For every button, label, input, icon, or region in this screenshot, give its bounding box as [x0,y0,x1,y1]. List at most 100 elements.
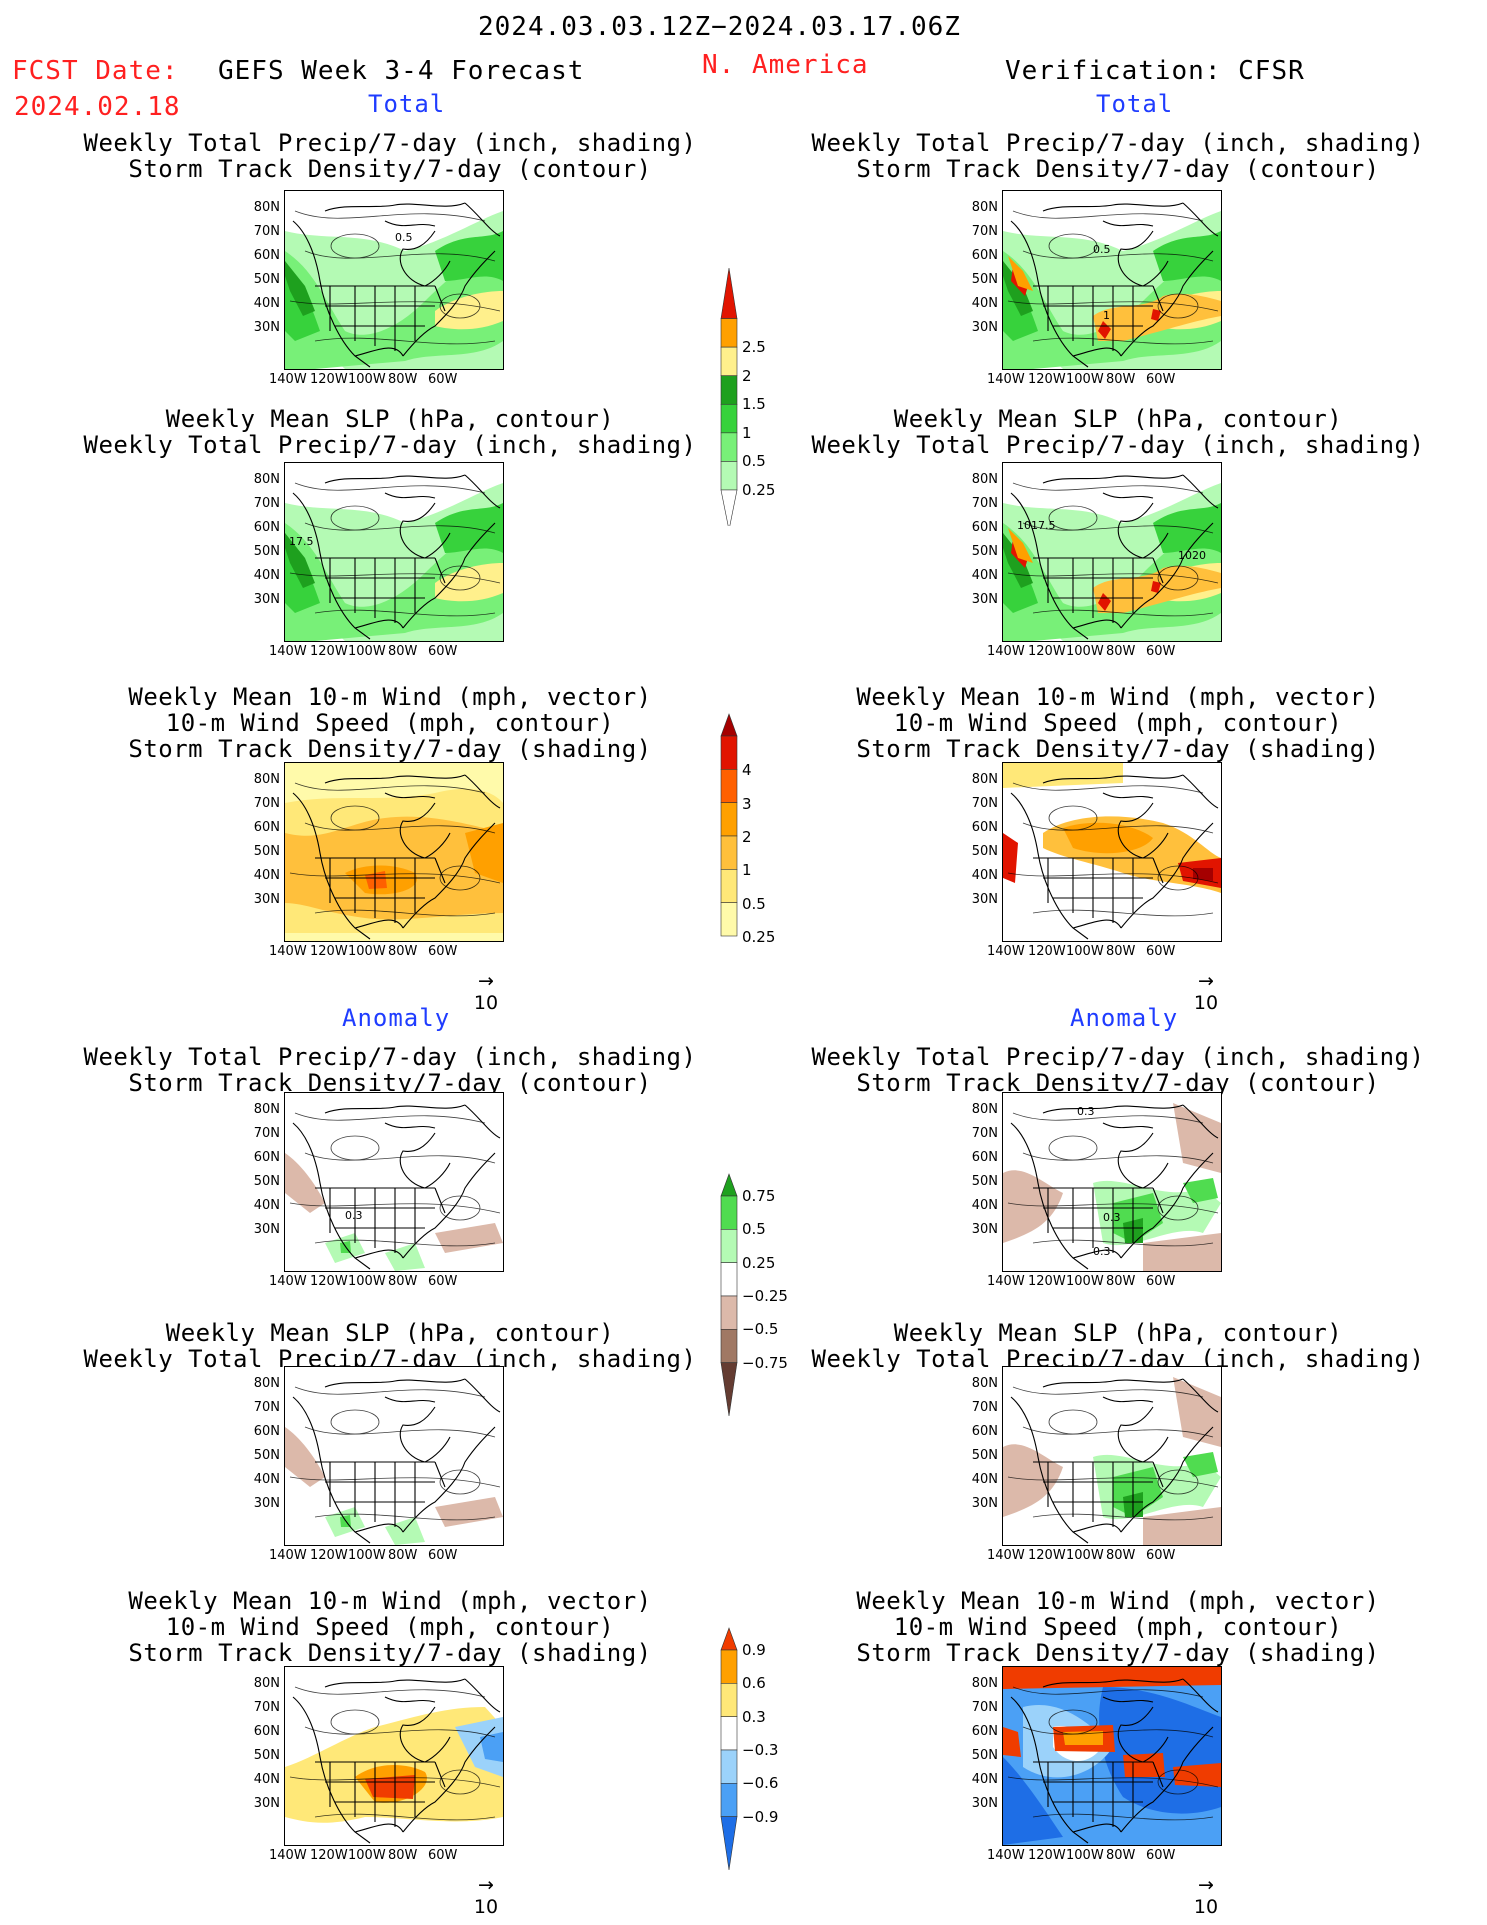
lat-tick-label: 30N [253,592,280,607]
lat-tick-label: 30N [253,320,280,335]
lat-tick-label: 50N [971,844,998,859]
lat-tick-label: 80N [971,1376,998,1391]
lon-tick-label: 140W [987,1548,1025,1563]
vector-reference-value: 10 [473,992,499,1014]
lon-tick-label: 100W [348,944,386,959]
title-line: Weekly Mean SLP (hPa, contour) [893,1319,1343,1347]
lon-tick-label: 120W [1028,1274,1066,1289]
lat-tick-label: 70N [253,1700,280,1715]
lat-tick-label: 70N [971,496,998,511]
vector-reference-2: → 10 [1193,970,1219,1014]
colorbar-tick-label: 0.5 [742,1220,766,1239]
title-line: Storm Track Density/7-day (shading) [128,735,652,763]
contour-label: 0.5 [1093,243,1111,256]
lon-tick-label: 120W [310,944,348,959]
map-panel: 0.5 [284,190,504,370]
lat-tick-label: 50N [253,1174,280,1189]
lon-tick-label: 60W [1146,1274,1176,1289]
map-panel [1002,762,1222,942]
colorbar-tick-label: 0.6 [742,1674,766,1693]
lon-tick-label: 120W [1028,1848,1066,1863]
lat-tick-label: 40N [971,568,998,583]
panel-title-7: Weekly Total Precip/7-day (inch, shading… [40,1044,740,1096]
map-panel [284,1666,504,1846]
panel-title-4: Weekly Mean SLP (hPa, contour) Weekly To… [768,406,1468,458]
colorbar-tick-label: 4 [742,761,752,780]
lat-tick-label: 70N [253,224,280,239]
lat-tick-label: 80N [971,1676,998,1691]
lon-tick-label: 80W [1106,1848,1136,1863]
lat-tick-label: 80N [971,1102,998,1117]
title-line: 10-m Wind Speed (mph, contour) [165,1613,615,1641]
lon-tick-label: 140W [987,1274,1025,1289]
lat-tick-label: 60N [971,1150,998,1165]
colorbar-tick-label: 2 [742,828,752,846]
lat-tick-label: 30N [971,892,998,907]
colorbar-tick-label: −0.9 [742,1807,779,1826]
lat-tick-label: 40N [253,296,280,311]
lat-tick-label: 30N [971,1796,998,1811]
lat-tick-label: 60N [253,1724,280,1739]
colorbar-tick-label: 0.75 [742,1187,776,1205]
lon-tick-label: 120W [310,1848,348,1863]
contour-label: 0.3 [345,1209,363,1222]
lon-tick-label: 60W [428,372,458,387]
lon-tick-label: 80W [388,944,418,959]
vector-reference-value: 10 [1193,1896,1219,1918]
lon-tick-label: 80W [388,644,418,659]
lon-tick-label: 140W [269,644,307,659]
lat-tick-label: 80N [253,472,280,487]
lon-tick-label: 120W [310,644,348,659]
lon-tick-label: 60W [1146,644,1176,659]
lon-tick-label: 60W [1146,372,1176,387]
lat-tick-label: 50N [253,544,280,559]
panel-title-5: Weekly Mean 10-m Wind (mph, vector) 10-m… [40,684,740,762]
lat-tick-label: 40N [971,868,998,883]
lon-tick-label: 80W [388,1274,418,1289]
colorbar-tick-label: 3 [742,794,752,813]
lat-tick-label: 40N [253,1198,280,1213]
lat-tick-label: 80N [971,200,998,215]
title-line: Weekly Total Precip/7-day (inch, shading… [811,129,1425,157]
lat-tick-label: 30N [971,592,998,607]
colorbar-tick-label: −0.6 [742,1774,779,1793]
section-total-right: Total [1096,90,1174,118]
vector-reference-value: 10 [473,1896,499,1918]
contour-label: 1020 [1178,549,1206,562]
lat-tick-label: 30N [253,892,280,907]
title-line: Weekly Mean SLP (hPa, contour) [165,405,615,433]
title-line: 10-m Wind Speed (mph, contour) [165,709,615,737]
lat-tick-label: 40N [253,568,280,583]
contour-label: 1 [1103,309,1110,322]
lon-tick-label: 60W [428,644,458,659]
lat-tick-label: 60N [253,520,280,535]
lon-tick-label: 140W [269,1548,307,1563]
lat-tick-label: 60N [971,248,998,263]
title-line: Storm Track Density/7-day (contour) [856,155,1380,183]
lat-tick-label: 50N [971,544,998,559]
section-total-left: Total [368,90,446,118]
fcst-date-label: FCST Date: [12,56,179,86]
lat-tick-label: 80N [253,1376,280,1391]
contour-label: 17.5 [289,535,314,548]
lat-tick-label: 30N [971,1496,998,1511]
lon-tick-label: 120W [1028,944,1066,959]
lon-tick-label: 60W [428,1848,458,1863]
lon-tick-label: 60W [1146,1848,1176,1863]
section-anomaly-left: Anomaly [342,1004,451,1032]
lat-tick-label: 60N [971,1424,998,1439]
lat-tick-label: 70N [971,224,998,239]
map-panel: 0.3 [284,1092,504,1272]
lon-tick-label: 140W [987,944,1025,959]
title-line: Storm Track Density/7-day (shading) [856,1639,1380,1667]
lon-tick-label: 80W [1106,944,1136,959]
lon-tick-label: 80W [388,1548,418,1563]
lat-tick-label: 80N [253,1102,280,1117]
title-line: Weekly Mean SLP (hPa, contour) [165,1319,615,1347]
lon-tick-label: 100W [1066,372,1104,387]
lon-tick-label: 60W [428,1548,458,1563]
lat-tick-label: 30N [253,1496,280,1511]
lat-tick-label: 50N [253,1448,280,1463]
lat-tick-label: 30N [253,1222,280,1237]
title-line: Weekly Total Precip/7-day (inch, shading… [811,431,1425,459]
